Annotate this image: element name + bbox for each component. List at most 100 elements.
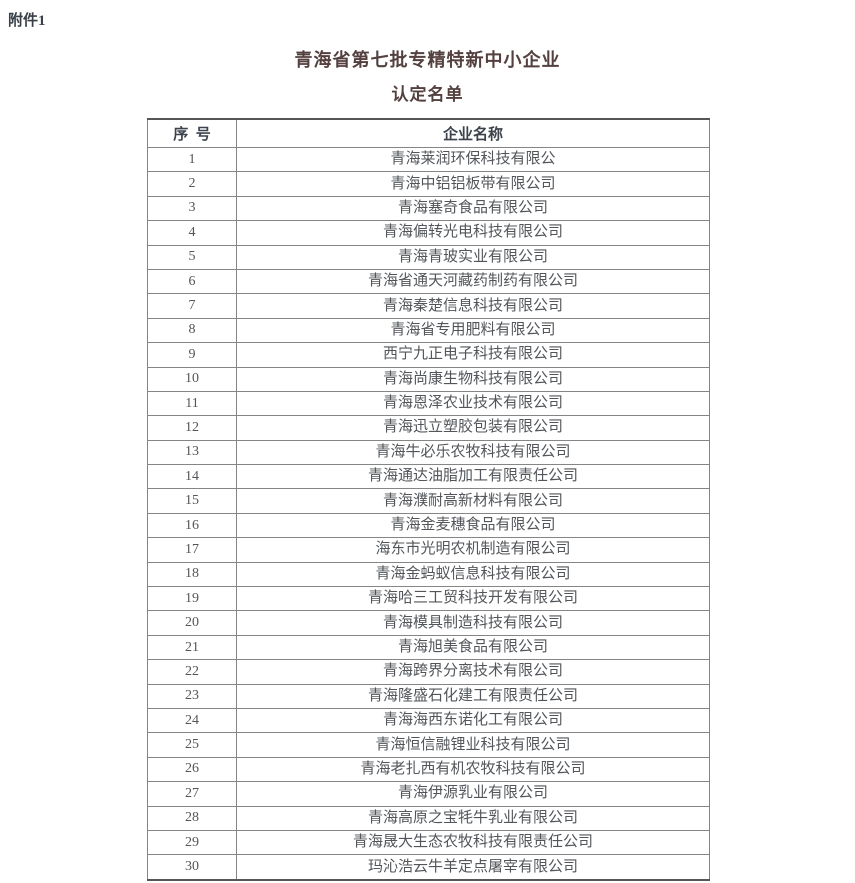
serial-cell: 18 bbox=[147, 561, 237, 588]
serial-cell: 1 bbox=[147, 146, 237, 173]
table-row: 10 青海尚康生物科技有限公司 bbox=[147, 366, 710, 392]
company-name-cell: 青海跨界分离技术有限公司 bbox=[236, 659, 710, 685]
header-row: 序 号 企业名称 bbox=[147, 118, 710, 148]
table-row: 6 青海省通天河藏药制药有限公司 bbox=[147, 268, 710, 295]
company-name-cell: 青海高原之宝牦牛乳业有限公司 bbox=[236, 805, 710, 831]
table-row: 30 玛沁浩云牛羊定点屠宰有限公司 bbox=[147, 854, 710, 881]
company-name-cell: 青海哈三工贸科技开发有限公司 bbox=[236, 586, 710, 612]
table-row: 15 青海濮耐高新材料有限公司 bbox=[147, 488, 710, 514]
company-name-cell: 海东市光明农机制造有限公司 bbox=[236, 537, 710, 563]
company-name-cell: 青海金麦穗食品有限公司 bbox=[236, 512, 710, 539]
table-row: 26 青海老扎西有机农牧科技有限公司 bbox=[147, 756, 710, 783]
serial-cell: 30 bbox=[147, 854, 237, 881]
serial-cell: 5 bbox=[147, 244, 237, 270]
attachment-label: 附件1 bbox=[8, 13, 46, 29]
serial-cell: 10 bbox=[147, 366, 237, 392]
company-name-cell: 青海中铝铝板带有限公司 bbox=[236, 171, 710, 197]
table-row: 16 青海金麦穗食品有限公司 bbox=[147, 512, 710, 539]
company-name-cell: 青海莱润环保科技有限公 bbox=[236, 146, 710, 173]
serial-cell: 27 bbox=[147, 781, 237, 807]
table-row: 4 青海偏转光电科技有限公司 bbox=[147, 220, 710, 246]
serial-cell: 6 bbox=[147, 268, 237, 295]
table-row: 2 青海中铝铝板带有限公司 bbox=[147, 171, 710, 197]
page-subtitle: 认定名单 bbox=[391, 85, 464, 104]
table-row: 27 青海伊源乳业有限公司 bbox=[147, 781, 710, 807]
table-row: 8 青海省专用肥料有限公司 bbox=[147, 317, 710, 344]
table-row: 21 青海旭美食品有限公司 bbox=[147, 634, 710, 661]
table-row: 5 青海青玻实业有限公司 bbox=[147, 244, 710, 270]
page-title: 青海省第七批专精特新中小企业 bbox=[294, 50, 561, 70]
company-name-cell: 青海省通天河藏药制药有限公司 bbox=[236, 268, 710, 295]
serial-cell: 4 bbox=[147, 220, 237, 246]
company-name-cell: 青海尚康生物科技有限公司 bbox=[236, 366, 710, 392]
serial-cell: 29 bbox=[147, 829, 237, 856]
serial-cell: 9 bbox=[147, 342, 237, 368]
table-row: 29 青海晟大生态农牧科技有限责任公司 bbox=[147, 829, 710, 856]
company-name-cell: 青海省专用肥料有限公司 bbox=[236, 317, 710, 344]
company-name-cell: 青海青玻实业有限公司 bbox=[236, 244, 710, 270]
header-serial-number: 序 号 bbox=[147, 118, 237, 148]
company-name-cell: 青海晟大生态农牧科技有限责任公司 bbox=[236, 829, 710, 856]
serial-cell: 28 bbox=[147, 805, 237, 831]
company-name-cell: 青海金蚂蚁信息科技有限公司 bbox=[236, 561, 710, 588]
serial-cell: 19 bbox=[147, 586, 237, 612]
serial-cell: 14 bbox=[147, 464, 237, 490]
table-row: 13 青海牛必乐农牧科技有限公司 bbox=[147, 439, 710, 466]
company-name-cell: 青海秦楚信息科技有限公司 bbox=[236, 293, 710, 319]
table-row: 19 青海哈三工贸科技开发有限公司 bbox=[147, 586, 710, 612]
header-company-name: 企业名称 bbox=[236, 118, 710, 148]
table-row: 20 青海模具制造科技有限公司 bbox=[147, 610, 710, 636]
table-row: 22 青海跨界分离技术有限公司 bbox=[147, 659, 710, 685]
company-name-cell: 青海海西东诺化工有限公司 bbox=[236, 707, 710, 734]
company-name-cell: 青海塞奇食品有限公司 bbox=[236, 195, 710, 222]
table-row: 3 青海塞奇食品有限公司 bbox=[147, 195, 710, 222]
company-name-cell: 青海牛必乐农牧科技有限公司 bbox=[236, 439, 710, 466]
serial-cell: 12 bbox=[147, 415, 237, 441]
table-row: 23 青海隆盛石化建工有限责任公司 bbox=[147, 683, 710, 709]
company-name-cell: 青海濮耐高新材料有限公司 bbox=[236, 488, 710, 514]
company-name-cell: 青海隆盛石化建工有限责任公司 bbox=[236, 683, 710, 709]
table-row: 11 青海恩泽农业技术有限公司 bbox=[147, 390, 710, 417]
company-name-cell: 青海偏转光电科技有限公司 bbox=[236, 220, 710, 246]
serial-cell: 21 bbox=[147, 634, 237, 661]
table-row: 12 青海迅立塑胶包装有限公司 bbox=[147, 415, 710, 441]
serial-cell: 26 bbox=[147, 756, 237, 783]
table-row: 14 青海通达油脂加工有限责任公司 bbox=[147, 464, 710, 490]
table-header: 序 号 企业名称 bbox=[147, 118, 710, 148]
serial-cell: 15 bbox=[147, 488, 237, 514]
company-name-cell: 玛沁浩云牛羊定点屠宰有限公司 bbox=[236, 854, 710, 881]
serial-cell: 17 bbox=[147, 537, 237, 563]
company-name-cell: 西宁九正电子科技有限公司 bbox=[236, 342, 710, 368]
table-row: 28 青海高原之宝牦牛乳业有限公司 bbox=[147, 805, 710, 831]
serial-cell: 3 bbox=[147, 195, 237, 222]
serial-cell: 16 bbox=[147, 512, 237, 539]
table-row: 9 西宁九正电子科技有限公司 bbox=[147, 342, 710, 368]
table-row: 17 海东市光明农机制造有限公司 bbox=[147, 537, 710, 563]
serial-cell: 13 bbox=[147, 439, 237, 466]
serial-cell: 23 bbox=[147, 683, 237, 709]
serial-cell: 7 bbox=[147, 293, 237, 319]
company-name-cell: 青海恒信融锂业科技有限公司 bbox=[236, 732, 710, 758]
serial-cell: 24 bbox=[147, 707, 237, 734]
company-name-cell: 青海模具制造科技有限公司 bbox=[236, 610, 710, 636]
table-row: 18 青海金蚂蚁信息科技有限公司 bbox=[147, 561, 710, 588]
company-name-cell: 青海旭美食品有限公司 bbox=[236, 634, 710, 661]
serial-cell: 25 bbox=[147, 732, 237, 758]
serial-cell: 22 bbox=[147, 659, 237, 685]
serial-cell: 8 bbox=[147, 317, 237, 344]
table-row: 7 青海秦楚信息科技有限公司 bbox=[147, 293, 710, 319]
company-name-cell: 青海恩泽农业技术有限公司 bbox=[236, 390, 710, 417]
serial-cell: 11 bbox=[147, 390, 237, 417]
table-row: 1 青海莱润环保科技有限公 bbox=[147, 146, 710, 173]
company-name-cell: 青海通达油脂加工有限责任公司 bbox=[236, 464, 710, 490]
table-row: 25 青海恒信融锂业科技有限公司 bbox=[147, 732, 710, 758]
serial-cell: 2 bbox=[147, 171, 237, 197]
company-name-cell: 青海迅立塑胶包装有限公司 bbox=[236, 415, 710, 441]
table-row: 24 青海海西东诺化工有限公司 bbox=[147, 707, 710, 734]
table-body: 1 青海莱润环保科技有限公 2 青海中铝铝板带有限公司 3 青海塞奇食品有限公司 4 青海偏转… bbox=[147, 146, 710, 881]
serial-cell: 20 bbox=[147, 610, 237, 636]
company-name-cell: 青海老扎西有机农牧科技有限公司 bbox=[236, 756, 710, 783]
company-table: 序 号 企业名称 1 青海莱润环保科技有限公 2 青海中铝铝板带有限公司 3 青海塞奇食品… bbox=[147, 118, 710, 881]
company-name-cell: 青海伊源乳业有限公司 bbox=[236, 781, 710, 807]
